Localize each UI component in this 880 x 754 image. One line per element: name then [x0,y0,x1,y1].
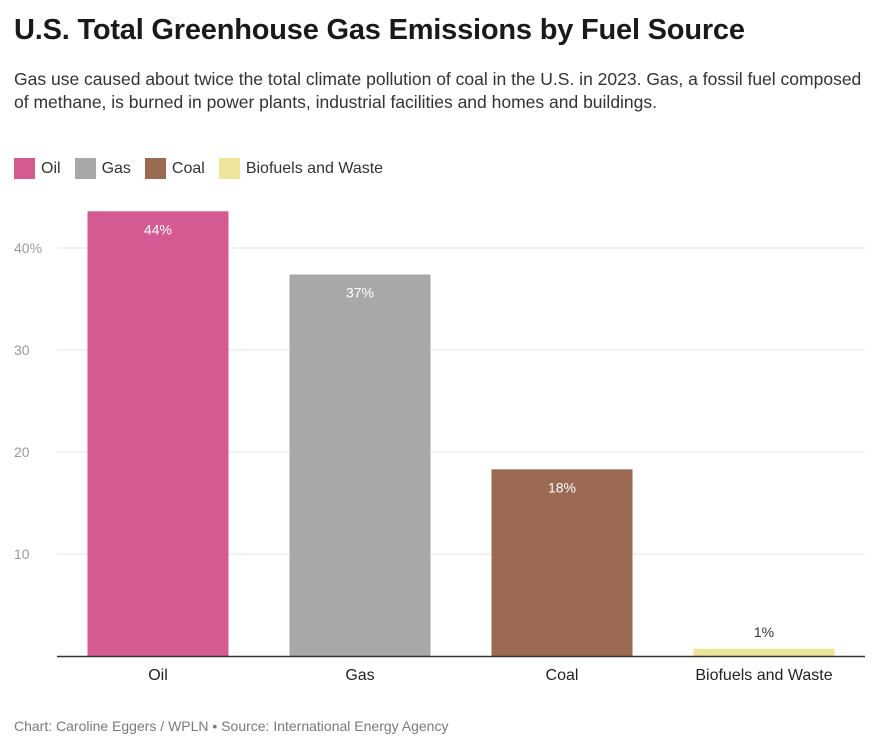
x-tick-label: Oil [148,667,168,684]
bar-oil [87,211,229,656]
x-tick-label: Biofuels and Waste [695,667,832,684]
legend-swatch-oil [14,158,35,179]
bars [87,211,835,656]
data-label: 1% [754,624,774,640]
chart-subtitle: Gas use caused about twice the total cli… [14,69,862,112]
legend-label-oil: Oil [41,159,61,177]
x-tick-label: Coal [546,667,579,684]
bar-biofuels-and-waste [693,648,835,656]
legend-label-coal: Coal [171,159,205,177]
data-label: 37% [346,285,374,301]
legend-label-biofuels: Biofuels and Waste [245,159,384,177]
legend-label-gas: Gas [101,159,131,177]
legend-swatch-coal [144,158,166,179]
data-label: 44% [144,221,172,237]
y-tick-label: 30 [14,342,30,358]
chart-credit: Chart: Caroline Eggers / WPLN • Source: … [14,718,449,734]
x-tick-label: Gas [345,667,374,684]
data-label: 18% [548,479,576,495]
bar-labels: 44% 37% 18% 1% [144,221,774,640]
bar-coal [491,469,633,656]
legend: Oil Gas Coal Biofuels and Waste [14,158,397,179]
bar-gas [289,274,431,656]
y-tick-label: 10 [14,546,30,562]
bar-chart: 44% 37% 18% 1% 10 20 30 40% Oil Gas Coal Biofuels … [14,211,865,684]
legend-swatch-biofuels [218,158,240,179]
chart-title: U.S. Total Greenhouse Gas Emissions by F… [14,14,745,46]
legend-item-oil: Oil [14,158,61,179]
legend-swatch-gas [74,158,96,179]
legend-item-gas: Gas [74,158,131,179]
y-tick-label: 20 [14,444,30,460]
axes: 10 20 30 40% Oil Gas Coal Biofuels and Waste [14,240,865,684]
legend-item-coal: Coal [144,158,205,179]
legend-item-biofuels: Biofuels and Waste [218,158,384,179]
y-tick-label: 40% [14,240,42,256]
